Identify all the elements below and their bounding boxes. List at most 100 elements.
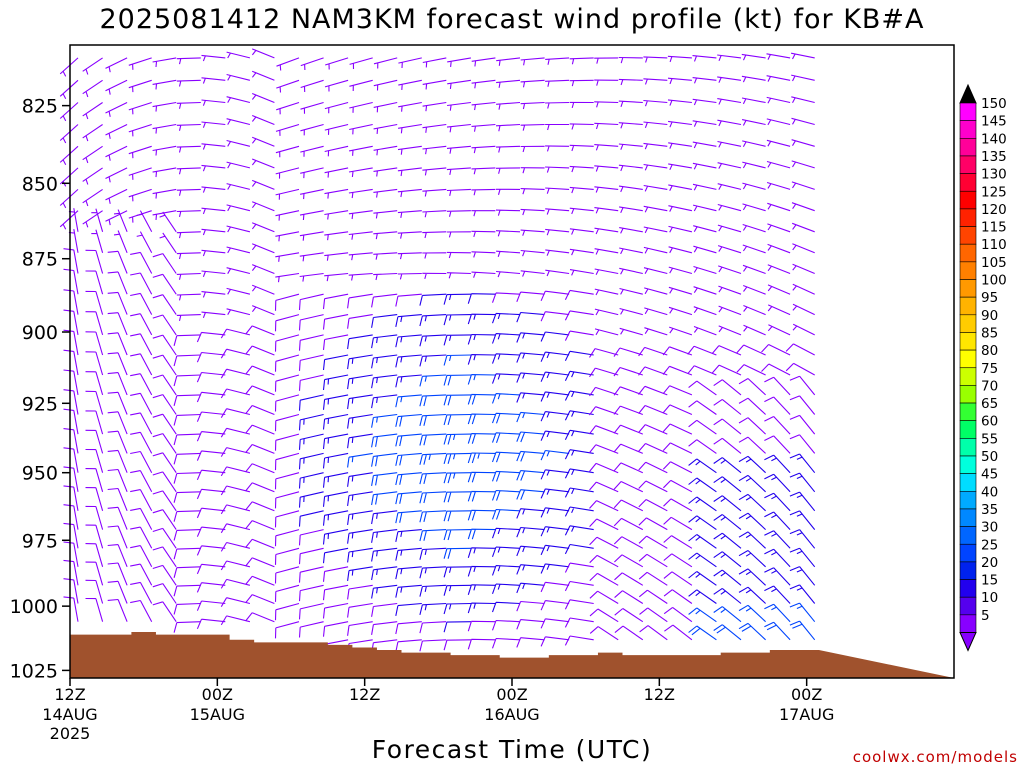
wind-barb: [789, 472, 816, 493]
wind-barb: [322, 452, 349, 469]
wind-barb: [688, 458, 717, 474]
legend-swatch: [959, 332, 977, 351]
wind-barb: [85, 448, 104, 473]
wind-barb: [713, 551, 742, 568]
wind-barb: [589, 500, 619, 512]
wind-barb: [613, 517, 644, 531]
wind-barb: [113, 209, 128, 233]
wind-barb: [251, 92, 275, 104]
wind-barb: [643, 205, 668, 213]
wind-barb: [789, 491, 816, 512]
wind-barb: [443, 334, 471, 346]
wind-barb: [419, 491, 447, 504]
wind-barb: [594, 57, 619, 64]
wind-barb: [662, 423, 693, 435]
legend-swatch: [959, 243, 977, 263]
wind-barb: [298, 510, 324, 527]
wind-barb: [643, 121, 668, 128]
wind-barb: [274, 354, 300, 372]
wind-barb: [638, 517, 668, 531]
legend-label: 40: [981, 484, 998, 500]
wind-barb: [495, 188, 521, 195]
wind-barb: [540, 563, 570, 574]
wind-barb: [107, 598, 128, 622]
wind-barb: [785, 343, 815, 356]
wind-barb: [274, 602, 300, 621]
wind-barb: [107, 391, 128, 415]
wind-barb: [540, 371, 570, 382]
wind-barb: [298, 547, 324, 565]
wind-barb: [564, 599, 594, 610]
legend-swatch: [959, 155, 977, 174]
wind-barb: [347, 472, 373, 487]
wind-barb: [82, 188, 103, 207]
wind-barb: [738, 378, 766, 396]
wind-barb: [322, 491, 349, 507]
wind-barb: [322, 374, 349, 391]
wind-barb: [130, 489, 153, 512]
wind-barb: [274, 491, 300, 509]
wind-barb: [130, 599, 153, 622]
wind-barb: [791, 181, 815, 190]
wind-barb: [322, 529, 349, 545]
wind-barb: [371, 394, 398, 409]
wind-barb: [738, 568, 766, 586]
wind-barb: [422, 272, 447, 280]
wind-barb: [692, 77, 717, 84]
wind-barb: [594, 165, 619, 172]
wind-barb: [643, 99, 668, 107]
wind-barb: [419, 621, 447, 634]
wind-barb: [618, 185, 643, 193]
wind-barb: [245, 463, 275, 474]
wind-barb: [196, 488, 226, 500]
wind-barb: [373, 101, 398, 113]
wind-barb: [395, 374, 422, 388]
wind-barb: [767, 202, 791, 212]
wind-barb: [789, 414, 816, 435]
wind-barb: [371, 314, 398, 328]
wind-barb: [540, 544, 570, 556]
ground-fill: [70, 632, 954, 678]
wind-barb: [711, 364, 742, 376]
wind-barb: [644, 287, 668, 295]
wind-barb: [614, 625, 644, 641]
wind-barb: [324, 210, 349, 220]
wind-barb: [107, 411, 128, 435]
wind-barb: [419, 354, 447, 367]
wind-barb: [371, 529, 398, 543]
wind-barb: [245, 385, 275, 396]
wind-barb: [618, 100, 643, 107]
wind-barb: [173, 452, 201, 465]
wind-barb: [152, 433, 177, 454]
wind-barb: [300, 145, 324, 157]
wind-barb: [324, 123, 349, 135]
wind-barb: [767, 223, 791, 233]
wind-barb: [371, 472, 398, 486]
wind-barb: [520, 249, 545, 257]
wind-barb: [516, 450, 545, 462]
legend-label: 75: [981, 361, 998, 377]
wind-barb: [540, 311, 570, 322]
wind-barb: [713, 379, 742, 396]
legend-swatch: [959, 279, 977, 298]
wind-barb: [664, 624, 693, 641]
wind-barb: [471, 251, 496, 258]
wind-barb: [638, 424, 668, 435]
wind-barb: [226, 204, 251, 212]
wind-barb: [767, 304, 791, 316]
wind-barb: [789, 375, 816, 396]
wind-barb: [422, 188, 447, 197]
wind-barb: [196, 545, 226, 556]
wind-barb: [371, 510, 398, 525]
wind-barb: [201, 291, 226, 298]
wind-barb: [397, 231, 422, 239]
wind-barb: [713, 457, 742, 474]
wind-barb: [373, 79, 398, 91]
wind-barb: [152, 123, 177, 134]
wind-barb: [764, 621, 791, 641]
wind-barb: [226, 287, 251, 295]
y-axis: 825 850 875 900 925 950 975 1000 1025: [10, 96, 70, 682]
wind-barb: [173, 334, 201, 346]
wind-barb: [136, 210, 153, 233]
